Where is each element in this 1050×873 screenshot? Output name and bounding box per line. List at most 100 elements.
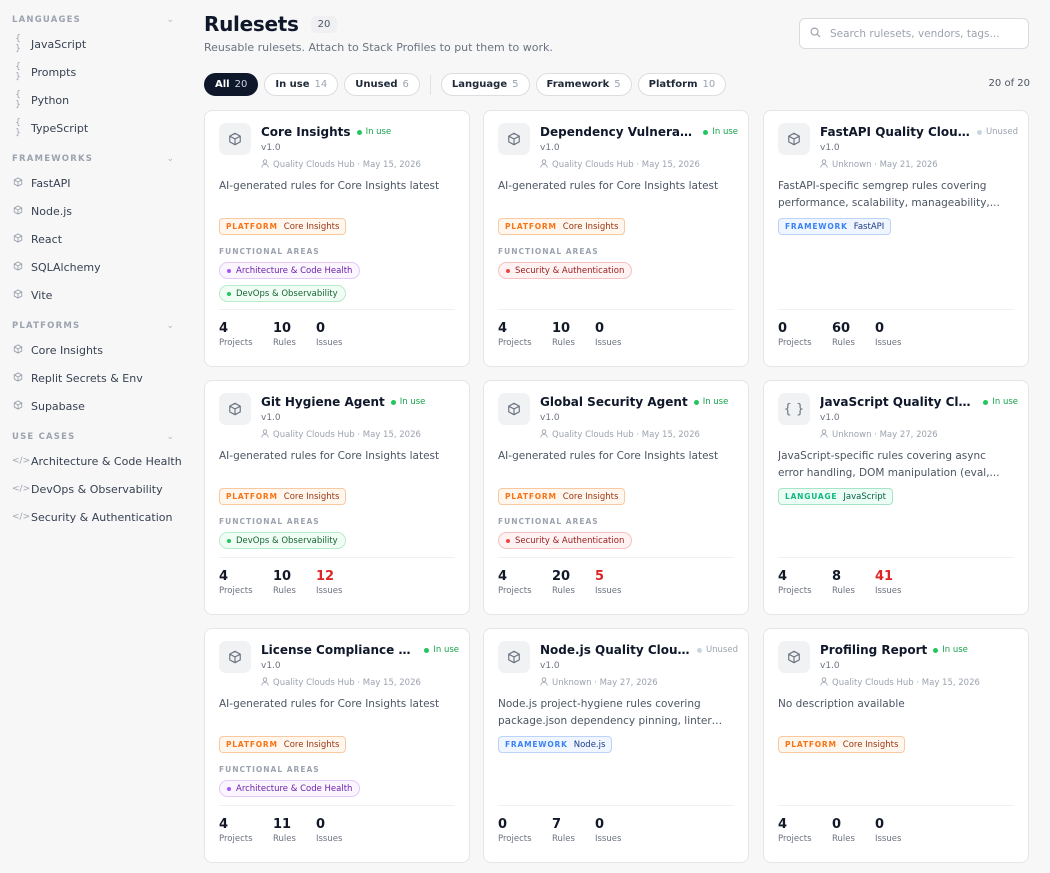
ruleset-name[interactable]: Profiling Report xyxy=(820,643,928,657)
ruleset-card[interactable]: Node.js Quality Clouds ... Unused v1.0 Unkn… xyxy=(483,628,749,863)
sidebar-item-label: DevOps & Observability xyxy=(31,482,163,496)
sidebar-item-vite[interactable]: Vite xyxy=(0,281,190,309)
section-spacer xyxy=(0,142,190,149)
search-input[interactable] xyxy=(830,27,1010,40)
ruleset-meta: Quality Clouds Hub · May 15, 2026 xyxy=(261,677,421,688)
chevron-down-icon[interactable]: ⌄ xyxy=(166,15,174,25)
ruleset-card[interactable]: License Compliance Age... In use v1.0 Quali… xyxy=(204,628,470,863)
package-icon xyxy=(12,400,24,413)
braces-icon: { } xyxy=(15,34,21,54)
ruleset-card[interactable]: Core Insights In use v1.0 Quality Clouds Hu… xyxy=(204,110,470,367)
sidebar-item-fastapi[interactable]: FastAPI xyxy=(0,169,190,197)
platform-tag[interactable]: PLATFORM Core Insights xyxy=(219,488,347,505)
package-icon xyxy=(498,123,530,155)
rules-value: 0 xyxy=(832,817,842,832)
area-label: Architecture & Code Health xyxy=(236,783,353,794)
functional-area-chip[interactable]: Security & Authentication xyxy=(498,532,633,549)
sidebar-item-replit-secrets-env[interactable]: Replit Secrets & Env xyxy=(0,364,190,392)
ruleset-name[interactable]: Dependency Vulnerabilit... xyxy=(540,125,697,139)
package-icon xyxy=(12,205,24,218)
filter-label: Language xyxy=(451,79,508,90)
chevron-down-icon[interactable]: ⌄ xyxy=(166,154,174,164)
sidebar-item-python[interactable]: { } Python xyxy=(0,86,190,114)
card-title-row: Global Security Agent In use xyxy=(540,395,738,409)
platform-tag[interactable]: PLATFORM Core Insights xyxy=(498,488,626,505)
sidebar-section-use-cases[interactable]: USE CASES ⌄ xyxy=(0,427,190,447)
sidebar-section-frameworks[interactable]: FRAMEWORKS ⌄ xyxy=(0,149,190,169)
functional-area-chip[interactable]: Architecture & Code Health xyxy=(219,262,361,279)
framework-tag[interactable]: FRAMEWORK FastAPI xyxy=(778,218,892,235)
platform-tag[interactable]: PLATFORM Core Insights xyxy=(778,736,906,753)
filter-chip-language[interactable]: Language 5 xyxy=(440,73,530,96)
projects-value: 4 xyxy=(498,569,508,584)
sidebar-item-architecture-code-health[interactable]: </> Architecture & Code Health xyxy=(0,447,190,475)
rules-label: Rules xyxy=(273,338,296,348)
ruleset-card[interactable]: { } JavaScript Quality Cloud... In use v1.0… xyxy=(763,380,1029,615)
date-label: May 15, 2026 xyxy=(362,677,421,688)
package-icon xyxy=(12,177,24,190)
ruleset-name[interactable]: License Compliance Age... xyxy=(261,643,418,657)
functional-area-chip[interactable]: Security & Authentication xyxy=(498,262,633,279)
platform-tag[interactable]: PLATFORM Core Insights xyxy=(219,736,347,753)
filter-chip-platform[interactable]: Platform 10 xyxy=(637,73,727,96)
ruleset-name[interactable]: Git Hygiene Agent xyxy=(261,395,385,409)
filter-chip-framework[interactable]: Framework 5 xyxy=(535,73,632,96)
sidebar-item-prompts[interactable]: { } Prompts xyxy=(0,58,190,86)
platform-tag[interactable]: PLATFORM Core Insights xyxy=(219,218,347,235)
ruleset-description: AI-generated rules for Core Insights lat… xyxy=(219,698,440,710)
projects-label: Projects xyxy=(498,586,532,596)
sidebar-item-supabase[interactable]: Supabase xyxy=(0,392,190,420)
issues-stat: 41 Issues xyxy=(875,569,901,596)
ruleset-card[interactable]: Git Hygiene Agent In use v1.0 Quality Cloud… xyxy=(204,380,470,615)
sidebar-item-javascript[interactable]: { } JavaScript xyxy=(0,30,190,58)
filter-label: In use xyxy=(275,79,310,90)
rules-stat: 20 Rules xyxy=(552,569,575,596)
ruleset-name[interactable]: JavaScript Quality Cloud... xyxy=(820,395,977,409)
sidebar-item-core-insights[interactable]: Core Insights xyxy=(0,336,190,364)
ruleset-card[interactable]: Profiling Report In use v1.0 Quality Clouds… xyxy=(763,628,1029,863)
chevron-down-icon[interactable]: ⌄ xyxy=(166,432,174,442)
sidebar-item-react[interactable]: React xyxy=(0,225,190,253)
user-icon xyxy=(820,677,828,688)
issues-label: Issues xyxy=(316,586,343,596)
card-title-row: Profiling Report In use xyxy=(820,643,1018,657)
issues-stat: 0 Issues xyxy=(875,817,901,844)
author-label: Quality Clouds Hub xyxy=(273,677,355,688)
sidebar-item-devops-observability[interactable]: </> DevOps & Observability xyxy=(0,475,190,503)
sidebar-item-typescript[interactable]: { } TypeScript xyxy=(0,114,190,142)
chevron-down-icon[interactable]: ⌄ xyxy=(166,321,174,331)
functional-area-chip[interactable]: DevOps & Observability xyxy=(219,285,346,302)
ruleset-card[interactable]: Dependency Vulnerabilit... In use v1.0 Qual… xyxy=(483,110,749,367)
framework-tag[interactable]: FRAMEWORK Node.js xyxy=(498,736,613,753)
meta-separator: · xyxy=(913,677,922,688)
sidebar-section-languages[interactable]: LANGUAGES ⌄ xyxy=(0,10,190,30)
functional-area-chip[interactable]: DevOps & Observability xyxy=(219,532,346,549)
title-row: Rulesets 20 xyxy=(204,12,338,36)
package-icon xyxy=(12,289,24,302)
filter-chip-in-use[interactable]: In use 14 xyxy=(264,73,339,96)
functional-area-chip[interactable]: Architecture & Code Health xyxy=(219,780,361,797)
braces-icon: { } xyxy=(15,90,21,110)
ruleset-name[interactable]: Core Insights xyxy=(261,125,351,139)
ruleset-name[interactable]: Global Security Agent xyxy=(540,395,688,409)
search-box[interactable] xyxy=(799,18,1029,49)
ruleset-name[interactable]: FastAPI Quality Clouds ... xyxy=(820,125,971,139)
area-dot xyxy=(506,268,510,273)
sidebar-section-title: USE CASES xyxy=(12,432,76,442)
filter-chip-unused[interactable]: Unused 6 xyxy=(344,73,420,96)
ruleset-card[interactable]: Global Security Agent In use v1.0 Quality C… xyxy=(483,380,749,615)
platform-tag[interactable]: PLATFORM Core Insights xyxy=(498,218,626,235)
rules-label: Rules xyxy=(552,834,575,844)
sidebar-item-node-js[interactable]: Node.js xyxy=(0,197,190,225)
sidebar-section-platforms[interactable]: PLATFORMS ⌄ xyxy=(0,316,190,336)
projects-stat: 4 Projects xyxy=(219,569,253,596)
filter-chip-all[interactable]: All 20 xyxy=(204,73,259,96)
language-tag[interactable]: LANGUAGE JavaScript xyxy=(778,488,893,505)
ruleset-name[interactable]: Node.js Quality Clouds ... xyxy=(540,643,691,657)
sidebar-item-security-authentication[interactable]: </> Security & Authentication xyxy=(0,503,190,531)
card-divider xyxy=(778,557,1014,558)
sidebar-item-sqlalchemy[interactable]: SQLAlchemy xyxy=(0,253,190,281)
ruleset-card[interactable]: FastAPI Quality Clouds ... Unused v1.0 Unkn… xyxy=(763,110,1029,367)
card-title-row: License Compliance Age... In use xyxy=(261,643,459,657)
sidebar-section-title: PLATFORMS xyxy=(12,321,81,331)
